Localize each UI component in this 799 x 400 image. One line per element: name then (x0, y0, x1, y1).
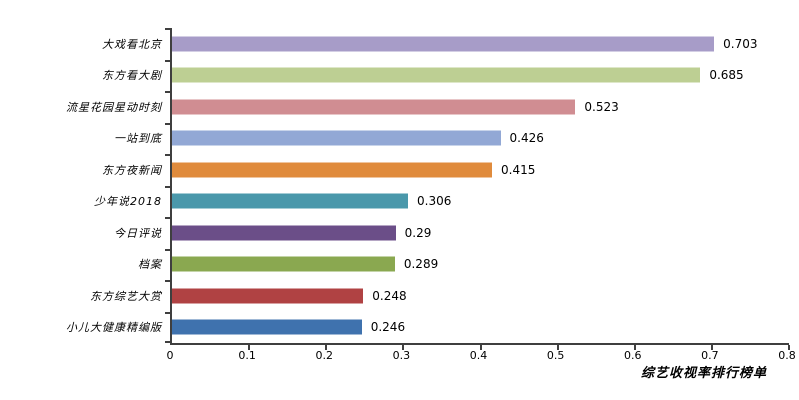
y-axis-tick (165, 341, 170, 343)
y-axis-tick (165, 28, 170, 30)
category-label: 东方看大剧 (102, 69, 162, 83)
x-axis-tick (479, 345, 482, 350)
x-tick-label: 0.2 (315, 349, 334, 362)
y-axis-tick (165, 91, 170, 93)
y-axis-tick (165, 311, 170, 314)
value-label: 0.246 (370, 320, 406, 335)
x-tick-label: 0.5 (546, 349, 565, 362)
x-tick-label: 0.3 (392, 349, 411, 362)
category-label: 今日评说 (114, 226, 162, 240)
x-axis-tick (325, 345, 328, 350)
category-label: 档案 (138, 258, 162, 272)
bar (172, 130, 501, 146)
x-axis-tick (402, 345, 405, 350)
category-label: 小儿大健康精编版 (66, 321, 162, 335)
bar (172, 162, 493, 178)
y-axis-tick (165, 217, 170, 219)
value-label: 0.703 (723, 36, 758, 51)
x-tick-label: 0.7 (701, 349, 719, 362)
bar-row: 少年说2018 0.306 (94, 186, 789, 218)
value-label: 0.29 (404, 225, 432, 240)
y-axis-tick (165, 248, 170, 251)
bar-row: 东方夜新闻 0.415 (102, 154, 789, 186)
bar (172, 225, 396, 241)
bar-row: 东方综艺大赏 0.248 (90, 280, 789, 312)
x-tick-label: 0 (166, 349, 174, 362)
y-axis-tick (165, 122, 170, 125)
category-label: 流星花园星动时刻 (66, 100, 162, 114)
bar (172, 288, 364, 304)
bar-row: 一站到底 0.426 (114, 123, 789, 155)
plot-area: 大戏看北京 0.703 东方看大剧 0.685 流星花园星动时刻 0.523 一站到底 0.4… (66, 28, 790, 350)
x-axis-tick (710, 345, 713, 350)
x-tick-label: 0.1 (238, 349, 256, 362)
category-label: 少年说2018 (94, 195, 162, 209)
value-label: 0.306 (417, 194, 452, 209)
bar-row: 大戏看北京 0.703 (102, 28, 789, 60)
bar-row: 今日评说 0.29 (114, 217, 789, 249)
value-label: 0.415 (501, 162, 536, 177)
bar (172, 67, 701, 83)
x-tick-label: 0.6 (624, 349, 642, 362)
x-axis-tick (248, 345, 251, 350)
x-axis-tick (633, 345, 636, 350)
bar-row: 小儿大健康精编版 0.246 (66, 312, 789, 344)
bar (172, 36, 715, 52)
x-tick-label: 0.4 (469, 349, 488, 362)
value-label: 0.523 (584, 99, 619, 114)
bar-row: 东方看大剧 0.685 (102, 60, 789, 92)
y-axis-tick (165, 185, 170, 188)
value-label: 0.248 (372, 288, 407, 303)
bar (172, 256, 395, 272)
chart-title: 综艺收视率排行榜单 (640, 366, 767, 381)
x-tick-label: 0.8 (778, 349, 796, 362)
x-axis-tick-labels: 0 0.1 0.2 0.3 0.4 0.5 0.6 0.7 0.8 (166, 349, 796, 363)
category-label: 东方综艺大赏 (90, 289, 162, 303)
x-axis-tick (556, 345, 559, 350)
y-axis-tick (165, 59, 170, 62)
value-label: 0.685 (709, 68, 744, 83)
category-label: 东方夜新闻 (102, 163, 162, 177)
category-label: 一站到底 (114, 132, 162, 146)
x-axis-tick (788, 345, 790, 350)
bar-row: 流星花园星动时刻 0.523 (66, 91, 789, 123)
y-axis-tick (165, 280, 170, 282)
y-axis-tick (165, 154, 170, 156)
bar (172, 193, 408, 209)
bar-row: 档案 0.289 (138, 249, 789, 281)
value-label: 0.289 (403, 257, 439, 272)
category-label: 大戏看北京 (102, 37, 162, 51)
bar (172, 319, 362, 335)
bar (172, 99, 576, 115)
value-label: 0.426 (509, 131, 544, 146)
